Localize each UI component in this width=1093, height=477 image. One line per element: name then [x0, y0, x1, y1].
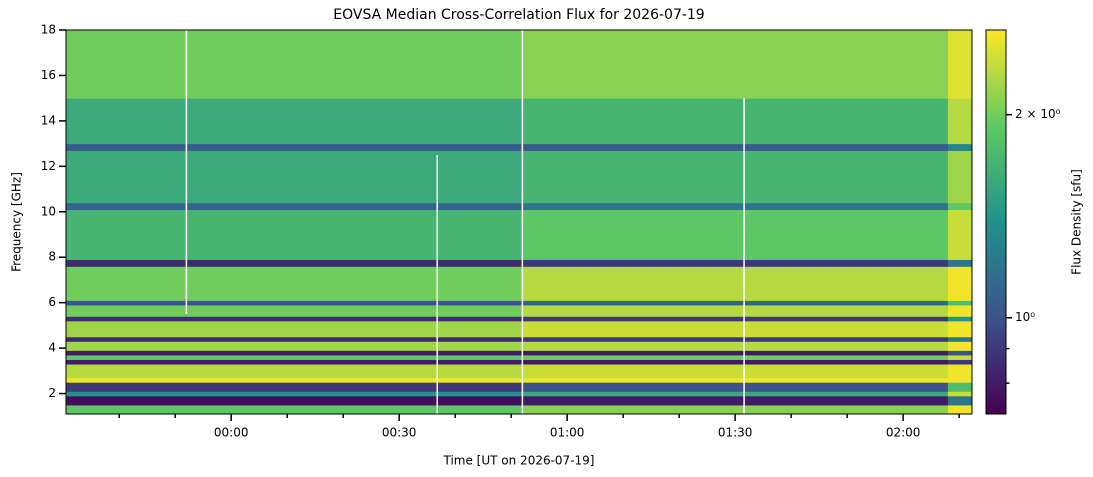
plot-frame — [65, 29, 973, 415]
colorbar-tick-label: 2 × 10⁰ — [1015, 107, 1061, 121]
heat-cell — [947, 382, 973, 392]
heat-cell — [66, 300, 523, 306]
heat-cell — [522, 382, 949, 392]
heat-cell — [522, 304, 949, 317]
heat-cell — [947, 350, 973, 356]
y-tick-label: 8 — [48, 250, 56, 264]
heat-cell — [947, 30, 973, 99]
y-tick-label: 2 — [48, 386, 56, 400]
y-tick-label: 18 — [41, 23, 56, 37]
x-tick-label: 01:00 — [550, 426, 585, 440]
y-tick-label: 6 — [48, 295, 56, 309]
heat-cell — [522, 316, 949, 322]
heat-cell — [522, 202, 949, 211]
x-tick-label: 01:30 — [718, 426, 753, 440]
heat-cell — [66, 202, 523, 211]
heat-cell — [66, 320, 523, 338]
heat-cell — [947, 316, 973, 322]
heat-cell — [947, 202, 973, 211]
heat-cell — [66, 404, 523, 415]
heat-cell — [66, 143, 523, 151]
heat-cell — [66, 359, 523, 365]
heat-cell — [66, 30, 523, 99]
heat-cell — [522, 336, 949, 342]
colorbar-label: Flux Density [sfu] — [1070, 169, 1084, 275]
colorbar — [986, 30, 1006, 414]
heat-cell — [947, 300, 973, 306]
heat-cell — [522, 300, 949, 306]
heat-cell — [947, 359, 973, 365]
x-axis-label: Time [UT on 2026-07-19] — [443, 454, 595, 468]
heat-cell — [522, 404, 949, 415]
heat-cell — [522, 266, 949, 301]
heat-cell — [947, 336, 973, 342]
heat-cell — [66, 350, 523, 356]
heat-cell — [66, 98, 523, 145]
heat-cell — [66, 209, 523, 260]
heat-cell — [522, 395, 949, 406]
heat-cell — [947, 320, 973, 338]
heat-cell — [947, 404, 973, 415]
x-tick-label: 00:00 — [214, 426, 249, 440]
x-tick-label: 00:30 — [382, 426, 417, 440]
heat-cell — [947, 266, 973, 301]
heat-cell — [66, 391, 523, 397]
colorbar-frame — [985, 29, 1007, 415]
heat-cell — [522, 341, 949, 351]
heat-cell — [66, 266, 523, 301]
heat-cell — [947, 143, 973, 151]
heat-cell — [66, 364, 523, 379]
heat-cell — [522, 209, 949, 260]
heat-cell — [947, 395, 973, 406]
heat-cell — [66, 259, 523, 267]
y-tick-label: 10 — [41, 204, 56, 218]
heat-cell — [522, 354, 949, 360]
heat-cell — [66, 304, 523, 317]
heat-cell — [947, 364, 973, 379]
heat-cell — [522, 150, 949, 204]
heat-cell — [947, 304, 973, 317]
y-tick-label: 14 — [41, 113, 56, 127]
heat-cell — [947, 98, 973, 145]
heat-cell — [66, 377, 523, 383]
heat-cell — [522, 98, 949, 145]
heat-cell — [947, 354, 973, 360]
y-tick-label: 12 — [41, 159, 56, 173]
y-tick-label: 16 — [41, 68, 56, 82]
heat-cell — [66, 341, 523, 351]
heat-cell — [522, 377, 949, 383]
heatmap — [66, 30, 973, 415]
heat-cell — [522, 391, 949, 397]
heat-cell — [522, 359, 949, 365]
heat-cell — [947, 209, 973, 260]
heat-cell — [947, 150, 973, 204]
x-tick-label: 02:00 — [886, 426, 921, 440]
heat-cell — [66, 316, 523, 322]
heat-cell — [522, 30, 949, 99]
heat-cell — [522, 320, 949, 338]
heat-cell — [947, 377, 973, 383]
colorbar-tick-label: 10⁰ — [1015, 310, 1035, 324]
heat-cell — [66, 382, 523, 392]
y-axis-label: Frequency [GHz] — [10, 172, 24, 272]
heat-cell — [522, 350, 949, 356]
heat-cell — [522, 364, 949, 379]
heat-cell — [947, 259, 973, 267]
heat-cell — [66, 395, 523, 406]
heat-cell — [947, 391, 973, 397]
heat-cell — [522, 259, 949, 267]
heat-cell — [66, 354, 523, 360]
heat-cell — [947, 341, 973, 351]
heat-cell — [522, 143, 949, 151]
chart-title: EOVSA Median Cross-Correlation Flux for … — [333, 7, 704, 23]
y-tick-label: 4 — [48, 341, 56, 355]
heat-cell — [66, 150, 523, 204]
heat-cell — [66, 336, 523, 342]
